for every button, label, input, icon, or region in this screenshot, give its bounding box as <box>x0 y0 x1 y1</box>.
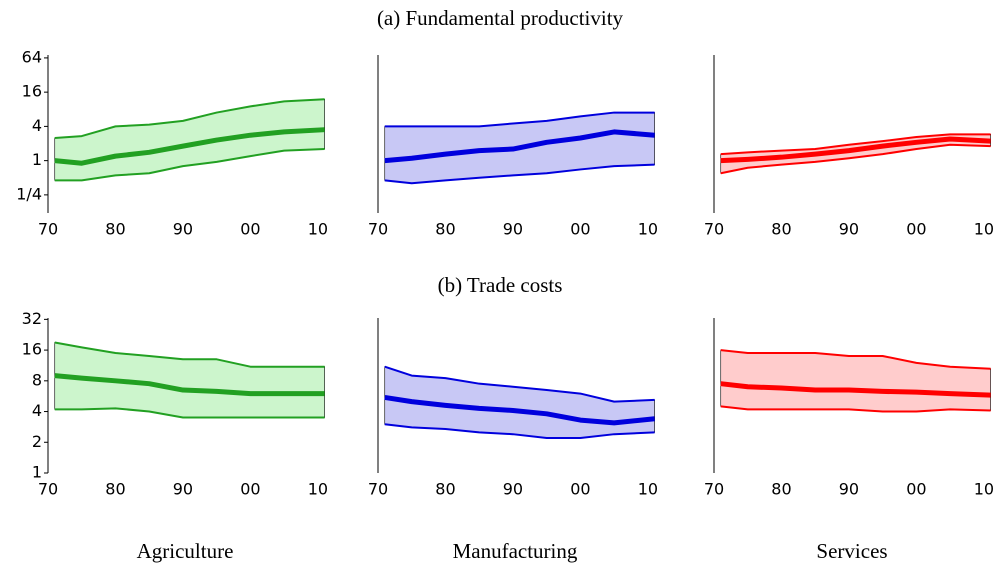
median-line <box>720 381 991 398</box>
panel-title: (b) Trade costs <box>438 273 563 297</box>
x-tick-label: 00 <box>570 480 590 499</box>
x-tick-label: 10 <box>308 480 328 499</box>
median-line <box>720 136 991 164</box>
x-tick-label: 00 <box>906 480 926 499</box>
bound-line <box>720 405 991 413</box>
bound-line <box>54 341 325 368</box>
sector-label: Agriculture <box>137 539 234 563</box>
y-tick-label: 4 <box>32 116 42 135</box>
x-tick-label: 90 <box>839 220 859 239</box>
median-line <box>384 129 655 164</box>
x-tick-label: 70 <box>368 480 388 499</box>
x-tick-label: 80 <box>435 220 455 239</box>
x-tick-label: 10 <box>974 480 994 499</box>
y-tick-label: 1 <box>32 463 42 482</box>
bound-line <box>720 143 991 175</box>
x-tick-label: 90 <box>173 220 193 239</box>
x-tick-label: 00 <box>906 220 926 239</box>
x-tick-label: 00 <box>240 220 260 239</box>
median-line <box>54 127 325 166</box>
x-tick-label: 70 <box>704 480 724 499</box>
bound-line <box>384 111 655 128</box>
bound-line <box>720 133 991 156</box>
y-tick-label: 8 <box>32 370 42 389</box>
x-tick-label: 70 <box>368 220 388 239</box>
x-tick-label: 80 <box>105 220 125 239</box>
x-tick-label: 70 <box>704 220 724 239</box>
y-tick-label: 1/4 <box>16 184 42 203</box>
bound-line <box>384 163 655 185</box>
sector-label: Manufacturing <box>453 539 578 563</box>
band <box>720 349 991 412</box>
x-tick-label: 80 <box>771 220 791 239</box>
band <box>54 98 325 181</box>
bound-line <box>720 349 991 370</box>
x-tick-label: 10 <box>638 220 658 239</box>
median-line <box>54 373 325 397</box>
y-tick-label: 32 <box>22 309 42 328</box>
x-tick-label: 00 <box>570 220 590 239</box>
y-tick-label: 16 <box>22 340 42 359</box>
x-tick-label: 80 <box>771 480 791 499</box>
y-tick-label: 64 <box>22 47 42 66</box>
panel-title: (a) Fundamental productivity <box>377 6 624 30</box>
y-tick-label: 2 <box>32 432 42 451</box>
x-tick-label: 00 <box>240 480 260 499</box>
x-tick-label: 80 <box>435 480 455 499</box>
x-tick-label: 10 <box>974 220 994 239</box>
bound-line <box>54 407 325 419</box>
x-tick-label: 90 <box>839 480 859 499</box>
x-tick-label: 10 <box>308 220 328 239</box>
x-tick-label: 10 <box>638 480 658 499</box>
y-tick-label: 16 <box>22 82 42 101</box>
x-tick-label: 90 <box>173 480 193 499</box>
bound-line <box>54 148 325 182</box>
x-tick-label: 70 <box>38 220 58 239</box>
y-tick-label: 1 <box>32 150 42 169</box>
sector-label: Services <box>816 539 887 563</box>
y-tick-label: 4 <box>32 401 42 420</box>
x-tick-label: 70 <box>38 480 58 499</box>
bound-line <box>384 365 655 403</box>
bound-line <box>54 98 325 139</box>
x-tick-label: 90 <box>503 220 523 239</box>
x-tick-label: 80 <box>105 480 125 499</box>
bound-line <box>384 423 655 440</box>
x-tick-label: 90 <box>503 480 523 499</box>
median-line <box>384 394 655 426</box>
